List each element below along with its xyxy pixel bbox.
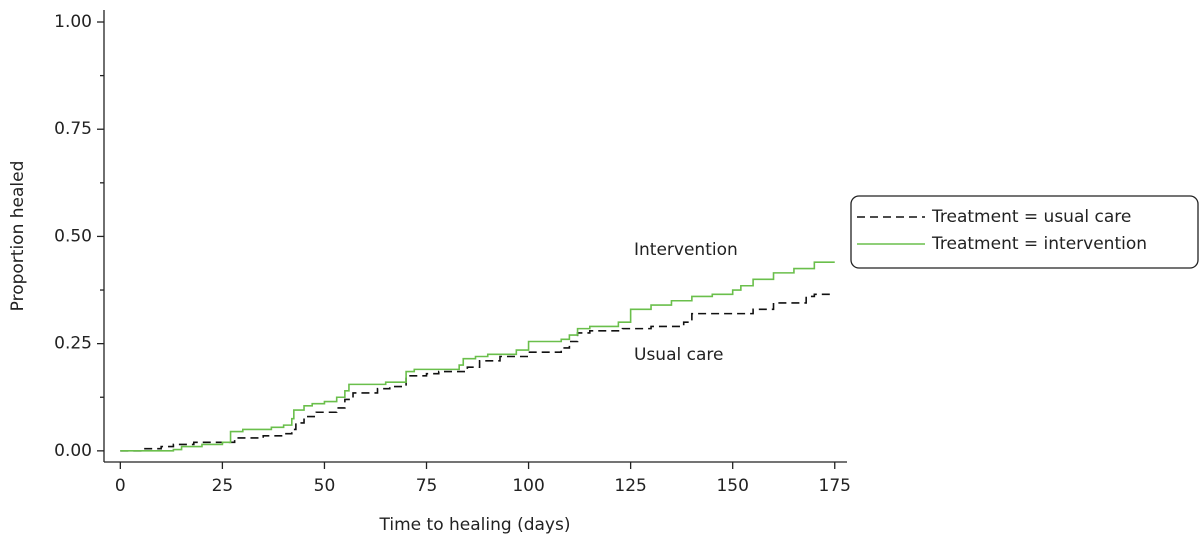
x-tick-label: 25 bbox=[212, 476, 234, 496]
x-tick-label: 75 bbox=[416, 476, 438, 496]
y-axis-label: Proportion healed bbox=[8, 161, 28, 312]
x-tick-label: 100 bbox=[512, 476, 544, 496]
x-tick-label: 150 bbox=[716, 476, 748, 496]
x-tick-label: 125 bbox=[614, 476, 646, 496]
km-curve bbox=[120, 293, 835, 452]
y-tick-label: 1.00 bbox=[54, 12, 92, 32]
x-tick-label: 175 bbox=[819, 476, 851, 496]
annotation: Usual care bbox=[634, 345, 723, 365]
annotation: Intervention bbox=[634, 240, 738, 260]
x-axis-label: Time to healing (days) bbox=[379, 515, 571, 535]
y-tick-label: 0.50 bbox=[54, 226, 92, 246]
km-curve bbox=[120, 261, 835, 452]
x-tick-label: 0 bbox=[115, 476, 126, 496]
y-tick-label: 0.00 bbox=[54, 441, 92, 461]
x-tick-label: 50 bbox=[314, 476, 336, 496]
legend-label: Treatment = intervention bbox=[931, 234, 1147, 254]
y-tick-label: 0.25 bbox=[54, 334, 92, 354]
y-tick-label: 0.75 bbox=[54, 119, 92, 139]
legend-label: Treatment = usual care bbox=[931, 207, 1131, 227]
legend-box bbox=[850, 195, 1199, 269]
